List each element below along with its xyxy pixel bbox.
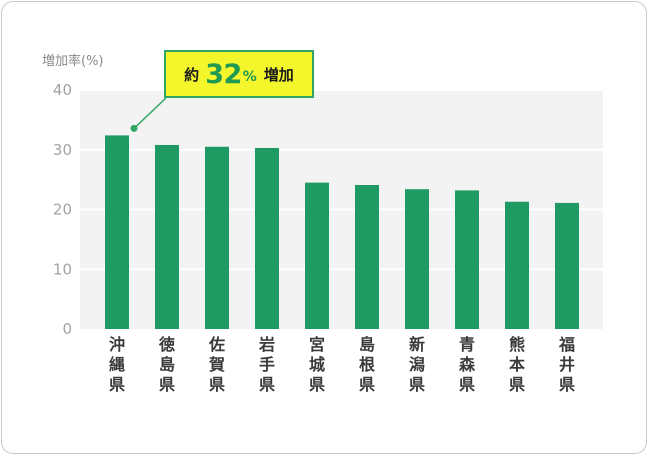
y-tick-label: 30	[53, 141, 72, 159]
callout-number: 32	[205, 58, 242, 90]
callout-leader-line	[133, 97, 167, 129]
x-category-label: 福井県	[558, 335, 575, 394]
x-category-label: 青森県	[459, 335, 476, 394]
x-category-label: 岩手県	[258, 335, 275, 394]
x-category-label: 沖縄県	[109, 335, 125, 394]
bar	[405, 189, 429, 329]
y-tick-label: 0	[62, 320, 72, 338]
callout-unit: %	[242, 69, 257, 85]
y-tick-label: 40	[53, 81, 72, 99]
bar	[455, 190, 479, 329]
y-tick-label: 20	[53, 201, 72, 219]
x-category-label: 熊本県	[509, 335, 525, 394]
y-axis-label: 増加率(%)	[42, 54, 104, 69]
x-category-label: 宮城県	[309, 335, 325, 394]
x-category-label: 徳島県	[158, 335, 175, 394]
bar	[555, 202, 579, 329]
bar	[205, 146, 229, 329]
bar	[305, 182, 329, 329]
bar	[105, 135, 129, 329]
bar	[505, 201, 529, 329]
callout-annotation: 約 32 % 増加	[164, 50, 314, 98]
x-category-label: 佐賀県	[208, 335, 225, 394]
x-category-label: 島根県	[359, 335, 375, 394]
y-tick-label: 10	[53, 260, 72, 278]
callout-leader-dot	[130, 124, 138, 132]
x-category-label: 新潟県	[409, 335, 425, 394]
bar	[255, 147, 279, 329]
callout-suffix: 増加	[263, 65, 294, 84]
bar	[355, 185, 379, 329]
callout-prefix: 約	[184, 65, 200, 84]
bar	[155, 144, 179, 329]
